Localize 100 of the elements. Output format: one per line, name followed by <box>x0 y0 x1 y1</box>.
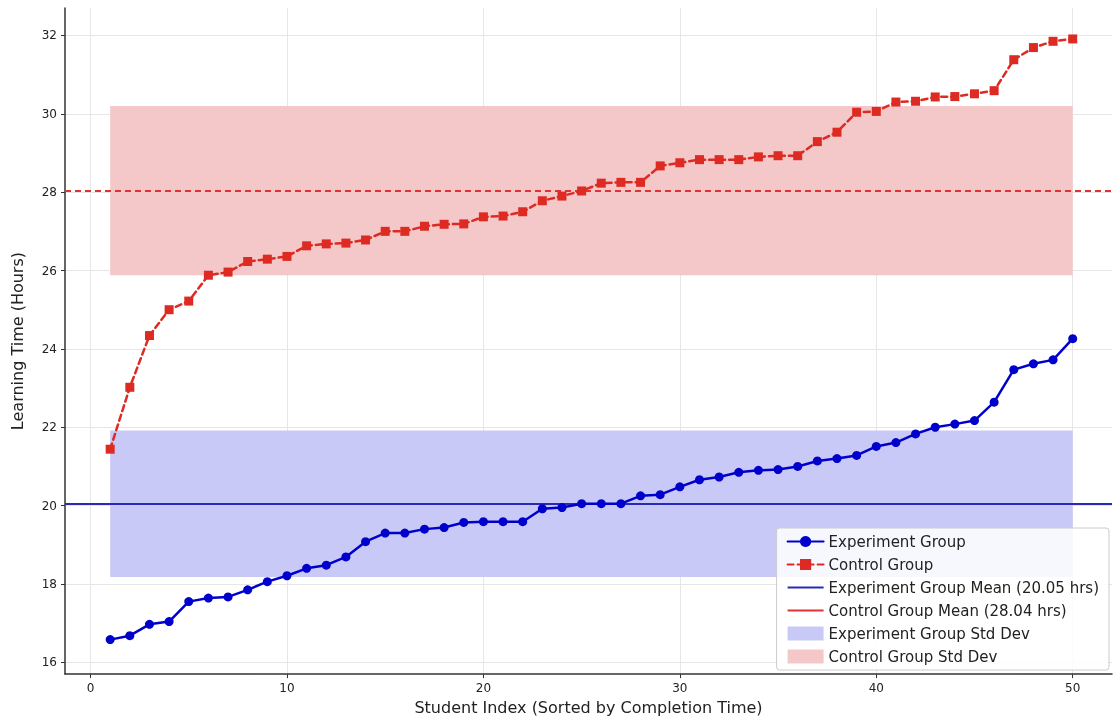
point <box>282 571 292 581</box>
y-tick-label: 26 <box>41 263 57 278</box>
point <box>243 257 253 267</box>
x-tick-label: 40 <box>868 681 884 696</box>
y-tick-label: 16 <box>41 655 57 670</box>
point <box>262 254 272 264</box>
point <box>1068 334 1078 344</box>
point <box>125 631 135 641</box>
point <box>753 152 763 162</box>
x-tick-label: 20 <box>475 681 492 696</box>
point <box>714 155 724 165</box>
point <box>636 491 646 501</box>
point <box>891 97 901 107</box>
legend-label: Experiment Group Std Dev <box>828 624 1030 643</box>
point <box>380 226 390 236</box>
point <box>164 305 174 315</box>
point <box>675 158 685 168</box>
y-tick-label: 30 <box>41 106 57 121</box>
point <box>105 444 115 454</box>
point <box>655 161 665 171</box>
point <box>105 635 115 645</box>
point <box>439 219 449 229</box>
point <box>498 517 508 527</box>
point <box>596 178 606 188</box>
point <box>832 454 842 464</box>
point <box>1028 43 1038 53</box>
point <box>675 482 685 492</box>
point <box>164 617 174 627</box>
point <box>203 270 213 280</box>
point <box>773 151 783 161</box>
x-tick-label: 50 <box>1065 681 1081 696</box>
point <box>930 422 940 432</box>
point <box>361 537 371 547</box>
point <box>891 438 901 448</box>
point <box>577 499 587 509</box>
point <box>832 127 842 137</box>
y-axis-title: Learning Time (Hours) <box>7 251 27 431</box>
point <box>773 465 783 475</box>
point <box>793 461 803 471</box>
point <box>1048 36 1058 46</box>
point <box>1048 355 1058 365</box>
point <box>459 517 469 527</box>
point <box>282 251 292 261</box>
point <box>361 235 371 245</box>
point <box>341 552 351 562</box>
point <box>596 499 606 509</box>
point <box>734 467 744 477</box>
point <box>203 593 213 603</box>
y-tick-label: 18 <box>41 576 57 591</box>
point <box>989 86 999 96</box>
point <box>498 211 508 221</box>
point <box>557 503 567 513</box>
point <box>518 207 528 217</box>
point <box>812 137 822 147</box>
x-tick-label: 30 <box>672 681 688 696</box>
point <box>184 296 194 306</box>
point <box>321 560 331 570</box>
point <box>1009 365 1019 375</box>
point <box>184 597 194 607</box>
point <box>400 226 410 236</box>
point <box>537 504 547 514</box>
point <box>852 107 862 117</box>
point <box>911 96 921 106</box>
point <box>419 221 429 231</box>
point <box>1068 34 1078 44</box>
point <box>714 472 724 482</box>
point <box>753 465 763 475</box>
point <box>478 517 488 527</box>
legend-label: Control Group Mean (28.04 hrs) <box>828 601 1067 620</box>
point <box>341 238 351 248</box>
x-axis-title: Student Index (Sorted by Completion Time) <box>414 697 763 717</box>
point <box>694 155 704 165</box>
x-tick-label: 0 <box>86 681 95 696</box>
point <box>616 499 626 509</box>
y-tick-label: 20 <box>41 498 57 513</box>
point <box>950 92 960 102</box>
point <box>537 196 547 206</box>
point <box>793 151 803 161</box>
point <box>911 429 921 439</box>
point <box>1028 359 1038 369</box>
point <box>459 219 469 229</box>
point <box>243 585 253 595</box>
point <box>302 563 312 573</box>
y-tick-label: 32 <box>41 28 57 43</box>
point <box>734 155 744 165</box>
point <box>636 177 646 187</box>
point <box>419 524 429 534</box>
legend-label: Control Group Std Dev <box>828 647 998 666</box>
point <box>557 191 567 201</box>
point <box>812 456 822 466</box>
point <box>655 490 665 500</box>
point <box>144 331 154 341</box>
point <box>223 592 233 602</box>
point <box>871 106 881 116</box>
point <box>1009 55 1019 65</box>
y-tick-label: 24 <box>41 341 57 356</box>
legend-label: Control Group <box>828 555 934 574</box>
point <box>439 523 449 533</box>
point <box>518 517 528 527</box>
point <box>262 577 272 587</box>
